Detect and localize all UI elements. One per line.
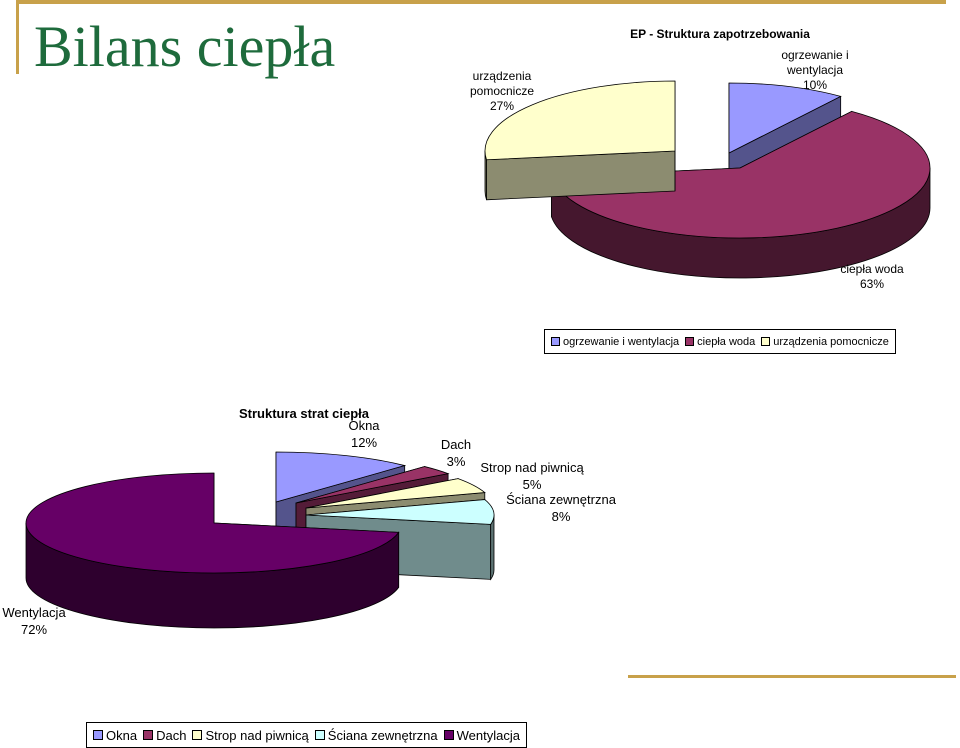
legend-label: Dach: [156, 727, 187, 743]
chart1-slice-top-ciepla-woda: [550, 110, 931, 239]
chart2-label-dach: Dach 3%: [441, 437, 471, 469]
decor-bottom-line: [628, 675, 956, 678]
chart1-label-line: pomocnicze: [470, 84, 534, 98]
chart1-legend-item-ciepla-woda: ciepła woda: [685, 336, 755, 348]
chart1-label-line: urządzenia: [473, 69, 532, 83]
legend-swatch: [551, 337, 560, 346]
legend-label: ciepła woda: [697, 335, 756, 348]
chart2-label-line: Strop nad piwnicą: [480, 460, 584, 475]
chart2-legend-item-strop-nad-piwnica: Strop nad piwnicą: [192, 727, 309, 743]
chart1-label-value: 27%: [490, 99, 514, 113]
chart2-label-value: 5%: [523, 477, 542, 492]
chart2-slice-top-okna: [275, 451, 407, 503]
chart1-legend-item-urzadzenia-pomocnicze: urządzenia pomocnicze: [761, 336, 889, 348]
chart1-slice-urzadzenia-pomocnicze: [484, 80, 676, 201]
chart1-label-line: ogrzewanie i: [781, 48, 848, 62]
slide-title: Bilans ciepła: [34, 14, 336, 79]
legend-label: urządzenia pomocnicze: [773, 335, 889, 348]
legend-swatch: [314, 730, 325, 740]
chart2-legend-item-dach: Dach: [143, 728, 186, 743]
chart1-legend: ogrzewanie i wentylacja ciepła woda urządz…: [544, 329, 896, 354]
chart2-label-value: 3%: [447, 454, 466, 469]
legend-swatch: [192, 730, 203, 740]
chart1-label-value: 63%: [860, 277, 884, 291]
legend-label: ogrzewanie i wentylacja: [563, 335, 680, 348]
chart2-title: Struktura strat ciepła: [239, 406, 370, 421]
legend-label: Okna: [106, 727, 138, 743]
chart2-legend-item-okna: Okna: [93, 728, 137, 743]
legend-label: Wentylacja: [456, 727, 520, 743]
chart2-slice-top-dach: [295, 466, 450, 504]
chart2-label-sciana-zewnetrzna: Ściana zewnętrzna 8%: [506, 492, 617, 524]
legend-swatch: [685, 337, 695, 346]
chart2-label-wentylacja: Wentylacja 72%: [2, 605, 66, 637]
legend-swatch: [443, 730, 454, 740]
chart2-slice-top-strop-nad-piwnica: [305, 478, 486, 509]
chart2-slice-wentylacja: [25, 472, 400, 629]
decor-left-line: [16, 0, 19, 74]
chart2-legend-item-sciana-zewnetrzna: Ściana zewnętrzna: [314, 727, 438, 743]
chart1-title: EP - Struktura zapotrzebowania: [630, 27, 810, 41]
chart2-label-line: Dach: [441, 437, 471, 452]
chart2-label-strop-nad-piwnica: Strop nad piwnicą 5%: [480, 460, 584, 492]
legend-label: Ściana zewnętrzna: [327, 727, 438, 743]
decor-top-line: [16, 0, 946, 4]
chart1-pie: [484, 80, 931, 279]
chart2-legend-item-wentylacja: Wentylacja: [443, 727, 520, 743]
chart2-slice-top-wentylacja: [25, 472, 400, 574]
chart1-slice-top-ogrzewanie-i-wentylacja: [728, 82, 842, 154]
chart2-label-line: Okna: [348, 418, 380, 433]
chart1-label-value: 10%: [803, 78, 827, 92]
chart2-label-okna: Okna 12%: [348, 418, 380, 450]
legend-swatch: [761, 337, 771, 346]
chart2-label-line: Ściana zewnętrzna: [506, 492, 617, 507]
chart1-label-line: wentylacja: [786, 63, 843, 77]
chart1-label-ciepla-woda: ciepła woda 63%: [840, 262, 904, 291]
chart2-label-value: 12%: [351, 435, 377, 450]
chart1-data-labels: ogrzewanie i wentylacja 10% ciepła woda 63% u…: [470, 48, 904, 291]
chart2-legend: Okna Dach Strop nad piwnicą Ściana zewnętrz…: [86, 722, 527, 748]
legend-label: Strop nad piwnicą: [205, 727, 309, 743]
chart2-label-value: 72%: [21, 622, 47, 637]
chart2-slice-rim-sciana-zewnetrzna: [490, 514, 495, 581]
chart2-pie: [25, 451, 495, 629]
chart2-data-labels: Okna 12% Dach 3% Strop nad piwnicą 5%Ściana z…: [2, 418, 616, 637]
chart1-label-urzadzenia-pomocnicze: urządzenia pomocnicze 27%: [470, 69, 534, 113]
chart2-slice-top-sciana-zewnetrzna: [305, 499, 495, 525]
legend-swatch: [93, 730, 103, 740]
chart1-slice-ciepla-woda: [550, 110, 931, 279]
chart1-label-line: ciepła woda: [840, 262, 904, 276]
chart2-label-value: 8%: [552, 509, 571, 524]
chart1-slice-top-urzadzenia-pomocnicze: [484, 80, 676, 161]
legend-swatch: [143, 730, 154, 740]
chart1-legend-item-ogrzewanie-i-wentylacja: ogrzewanie i wentylacja: [551, 336, 679, 348]
chart1-label-ogrzewanie-i-wentylacja: ogrzewanie i wentylacja 10%: [781, 48, 848, 92]
chart2-label-line: Wentylacja: [2, 605, 66, 620]
